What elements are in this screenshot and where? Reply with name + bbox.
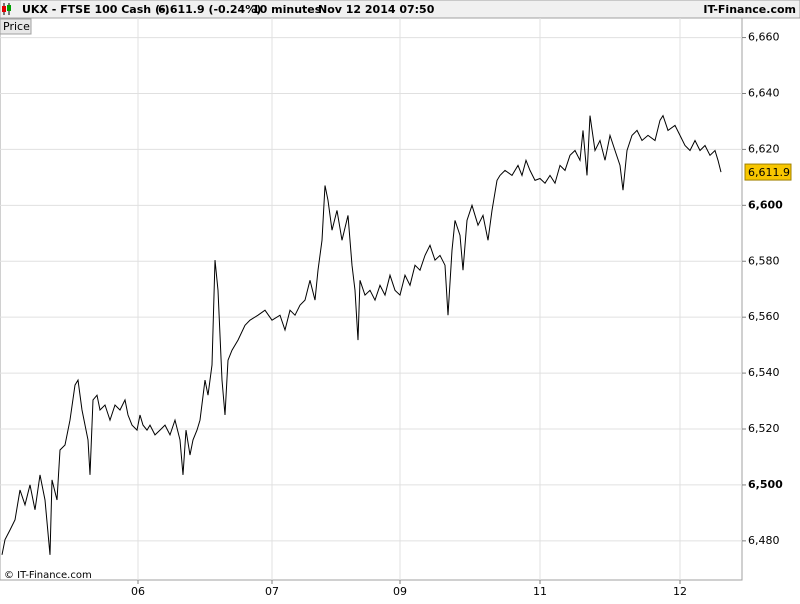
- panel-label-box: [0, 18, 32, 35]
- y-tick-label: 6,560: [748, 310, 780, 323]
- x-tick-label: 06: [131, 585, 145, 598]
- symbol: UKX - FTSE 100 Cash (-): [22, 3, 170, 16]
- interval: 10 minutes: [252, 3, 322, 16]
- last-price-label: 6,611.9: [748, 166, 790, 179]
- price-line: [1, 114, 722, 555]
- quote: 6,611.9 (-0.24%): [158, 3, 261, 16]
- site: IT-Finance.com: [703, 3, 796, 16]
- watermark: © IT-Finance.com: [4, 570, 92, 581]
- header-icon: [2, 3, 11, 15]
- y-tick-label: 6,480: [748, 534, 780, 547]
- y-tick-label: 6,520: [748, 422, 780, 435]
- x-tick-label: 12: [673, 585, 687, 598]
- panel-label: Price: [3, 20, 30, 33]
- last-price-box: [744, 163, 792, 181]
- x-tick-label: 09: [393, 585, 407, 598]
- y-tick-label: 6,620: [748, 142, 780, 155]
- y-tick-label: 6,660: [748, 31, 780, 44]
- y-tick-label: 6,640: [748, 86, 780, 99]
- x-tick-label: 07: [265, 585, 279, 598]
- y-tick-label: 6,500: [748, 478, 783, 491]
- x-tick-label: 11: [533, 585, 547, 598]
- plot-area: [0, 17, 743, 581]
- y-tick-label: 6,580: [748, 254, 780, 267]
- timestamp: Nov 12 2014 07:50: [318, 3, 435, 16]
- y-tick-label: 6,600: [748, 198, 783, 211]
- y-tick-label: 6,540: [748, 366, 780, 379]
